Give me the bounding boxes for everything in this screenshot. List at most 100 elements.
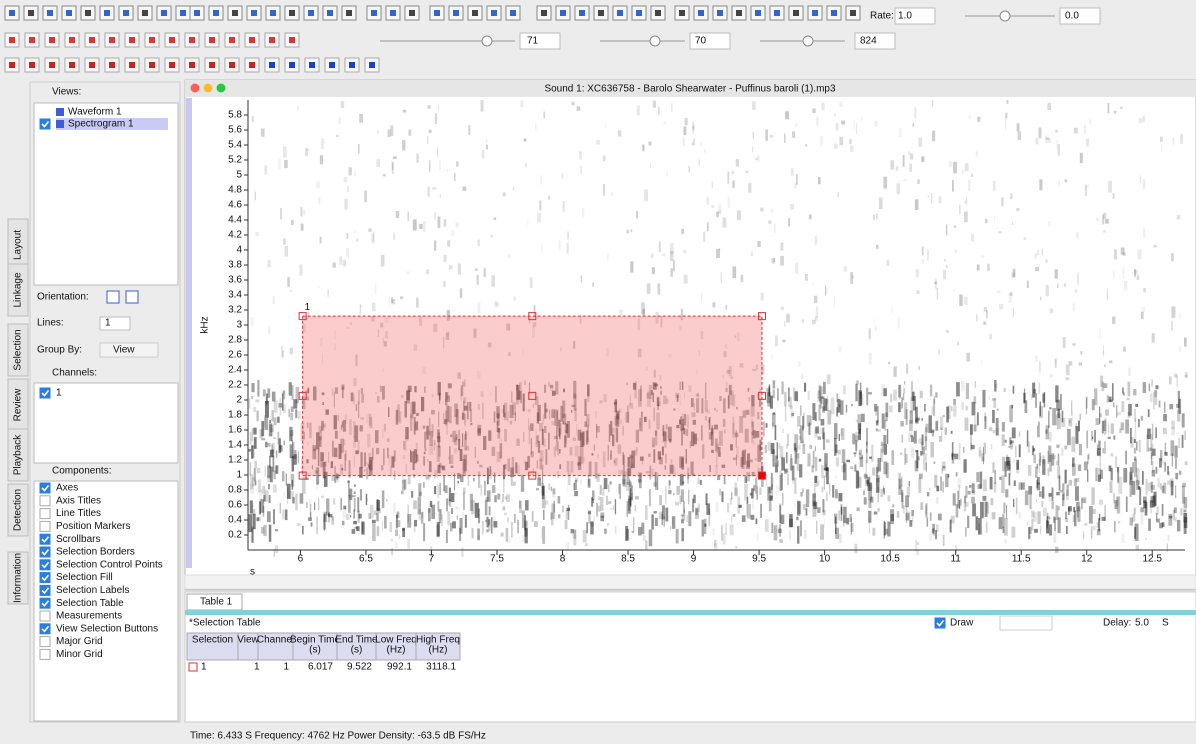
table-cell[interactable]: 1 xyxy=(283,662,289,673)
spectrogram-pixel xyxy=(1062,491,1064,500)
spectrogram-pixel xyxy=(809,214,812,219)
checkbox[interactable] xyxy=(40,585,50,595)
checkbox[interactable] xyxy=(40,534,50,544)
volume-value[interactable]: 0.0 xyxy=(1065,11,1079,22)
window-button[interactable] xyxy=(204,84,213,93)
spectrogram-pixel xyxy=(598,505,601,511)
side-tab-label[interactable]: Review xyxy=(13,388,24,422)
checkbox[interactable] xyxy=(40,496,50,506)
spectrogram-pixel xyxy=(414,525,416,532)
checkbox[interactable] xyxy=(40,573,50,583)
spectrogram-pixel xyxy=(965,527,966,536)
table-cell[interactable]: 6.017 xyxy=(308,662,333,673)
spectrogram-pixel xyxy=(945,427,947,434)
spectrogram-pixel xyxy=(814,296,818,304)
spectrogram-pixel xyxy=(781,381,783,394)
checkbox[interactable] xyxy=(40,649,50,659)
component-item[interactable]: Measurements xyxy=(56,611,122,622)
component-item[interactable]: Major Grid xyxy=(56,636,103,647)
spectrogram-pixel xyxy=(1135,418,1136,432)
table-cell[interactable]: 9.522 xyxy=(347,662,372,673)
spectrogram-pixel xyxy=(1035,393,1037,408)
spectrogram-pixel xyxy=(974,425,977,432)
spectrogram-pixel xyxy=(572,102,575,106)
checkbox[interactable] xyxy=(40,624,50,634)
component-item[interactable]: Axes xyxy=(56,483,78,494)
window-button[interactable] xyxy=(191,84,200,93)
component-item[interactable]: View Selection Buttons xyxy=(56,623,158,634)
table-cell[interactable]: 1 xyxy=(254,662,260,673)
view-item[interactable]: Spectrogram 1 xyxy=(68,119,134,130)
channel-item[interactable]: 1 xyxy=(56,388,62,399)
component-item[interactable]: Scrollbars xyxy=(56,534,100,545)
checkbox[interactable] xyxy=(40,611,50,621)
side-tab-label[interactable]: Linkage xyxy=(13,272,24,307)
resolution-value[interactable]: 824 xyxy=(860,36,877,47)
group-by-value[interactable]: View xyxy=(113,345,135,356)
rate-value[interactable]: 1.0 xyxy=(898,11,912,22)
spectrogram-pixel xyxy=(927,518,929,527)
draw-field xyxy=(1000,616,1052,630)
spectrogram-pixel xyxy=(1139,118,1143,123)
spectrogram-pixel xyxy=(711,205,714,208)
spectrogram-pixel xyxy=(1134,269,1136,277)
spectrogram-pixel xyxy=(372,520,376,523)
side-tab-label[interactable]: Selection xyxy=(13,329,24,370)
spectrogram-pixel xyxy=(1028,465,1031,476)
spectrogram-pixel xyxy=(447,240,450,246)
spectrogram-pixel xyxy=(1061,418,1065,427)
checkbox[interactable] xyxy=(40,560,50,570)
spectrogram-pixel xyxy=(403,110,407,113)
table-cell[interactable]: 3118.1 xyxy=(426,662,456,673)
spectrogram-pixel xyxy=(653,101,656,108)
spectrogram-pixel xyxy=(994,470,996,484)
component-item[interactable]: Selection Labels xyxy=(56,585,129,596)
selection[interactable] xyxy=(303,316,762,475)
spectrogram-pixel xyxy=(444,219,447,226)
component-item[interactable]: Minor Grid xyxy=(56,649,103,660)
spectrogram-pixel xyxy=(785,406,787,421)
brightness-value[interactable]: 71 xyxy=(527,36,539,47)
spectrogram-pixel xyxy=(470,494,473,511)
component-item[interactable]: Selection Control Points xyxy=(56,559,163,570)
spectrogram-pixel xyxy=(407,212,408,221)
component-item[interactable]: Axis Titles xyxy=(56,495,101,506)
spectrogram-pixel xyxy=(963,459,966,472)
checkbox[interactable] xyxy=(40,547,50,557)
spectrogram-pixel xyxy=(390,522,392,532)
checkbox[interactable] xyxy=(40,521,50,531)
component-item[interactable]: Position Markers xyxy=(56,521,130,532)
control-point[interactable] xyxy=(758,472,765,479)
spectrogram-pixel xyxy=(280,503,281,514)
table-cell[interactable]: 1 xyxy=(201,662,207,673)
spectrogram-pixel xyxy=(798,361,800,366)
spectrogram-pixel xyxy=(1115,456,1117,468)
view-item[interactable]: Waveform 1 xyxy=(68,107,122,118)
table-tab-label[interactable]: Table 1 xyxy=(200,597,233,608)
checkbox[interactable] xyxy=(40,483,50,493)
component-item[interactable]: Line Titles xyxy=(56,508,101,519)
spectrogram-pixel xyxy=(981,255,984,258)
side-tab-label[interactable]: Playback xyxy=(13,434,24,476)
component-item[interactable]: Selection Borders xyxy=(56,547,135,558)
lines-value[interactable]: 1 xyxy=(105,318,111,329)
checkbox[interactable] xyxy=(40,388,50,398)
side-tab-label[interactable]: Information xyxy=(13,553,24,603)
checkbox[interactable] xyxy=(935,618,945,628)
spectrogram-pixel xyxy=(1185,461,1188,465)
spectrogram-pixel xyxy=(513,482,516,486)
spectrogram-pixel xyxy=(820,137,822,146)
spectrogram-pixel xyxy=(1066,364,1070,375)
checkbox[interactable] xyxy=(40,598,50,608)
component-item[interactable]: Selection Fill xyxy=(56,572,113,583)
checkbox[interactable] xyxy=(40,637,50,647)
side-tab-label[interactable]: Layout xyxy=(13,230,24,260)
window-button[interactable] xyxy=(217,84,226,93)
checkbox[interactable] xyxy=(40,119,50,129)
table-cell[interactable]: 992.1 xyxy=(387,662,412,673)
side-tab-label[interactable]: Detection xyxy=(13,489,24,531)
contrast-value[interactable]: 70 xyxy=(695,36,707,47)
checkbox[interactable] xyxy=(40,509,50,519)
spectrogram-pixel xyxy=(993,398,996,408)
component-item[interactable]: Selection Table xyxy=(56,598,124,609)
